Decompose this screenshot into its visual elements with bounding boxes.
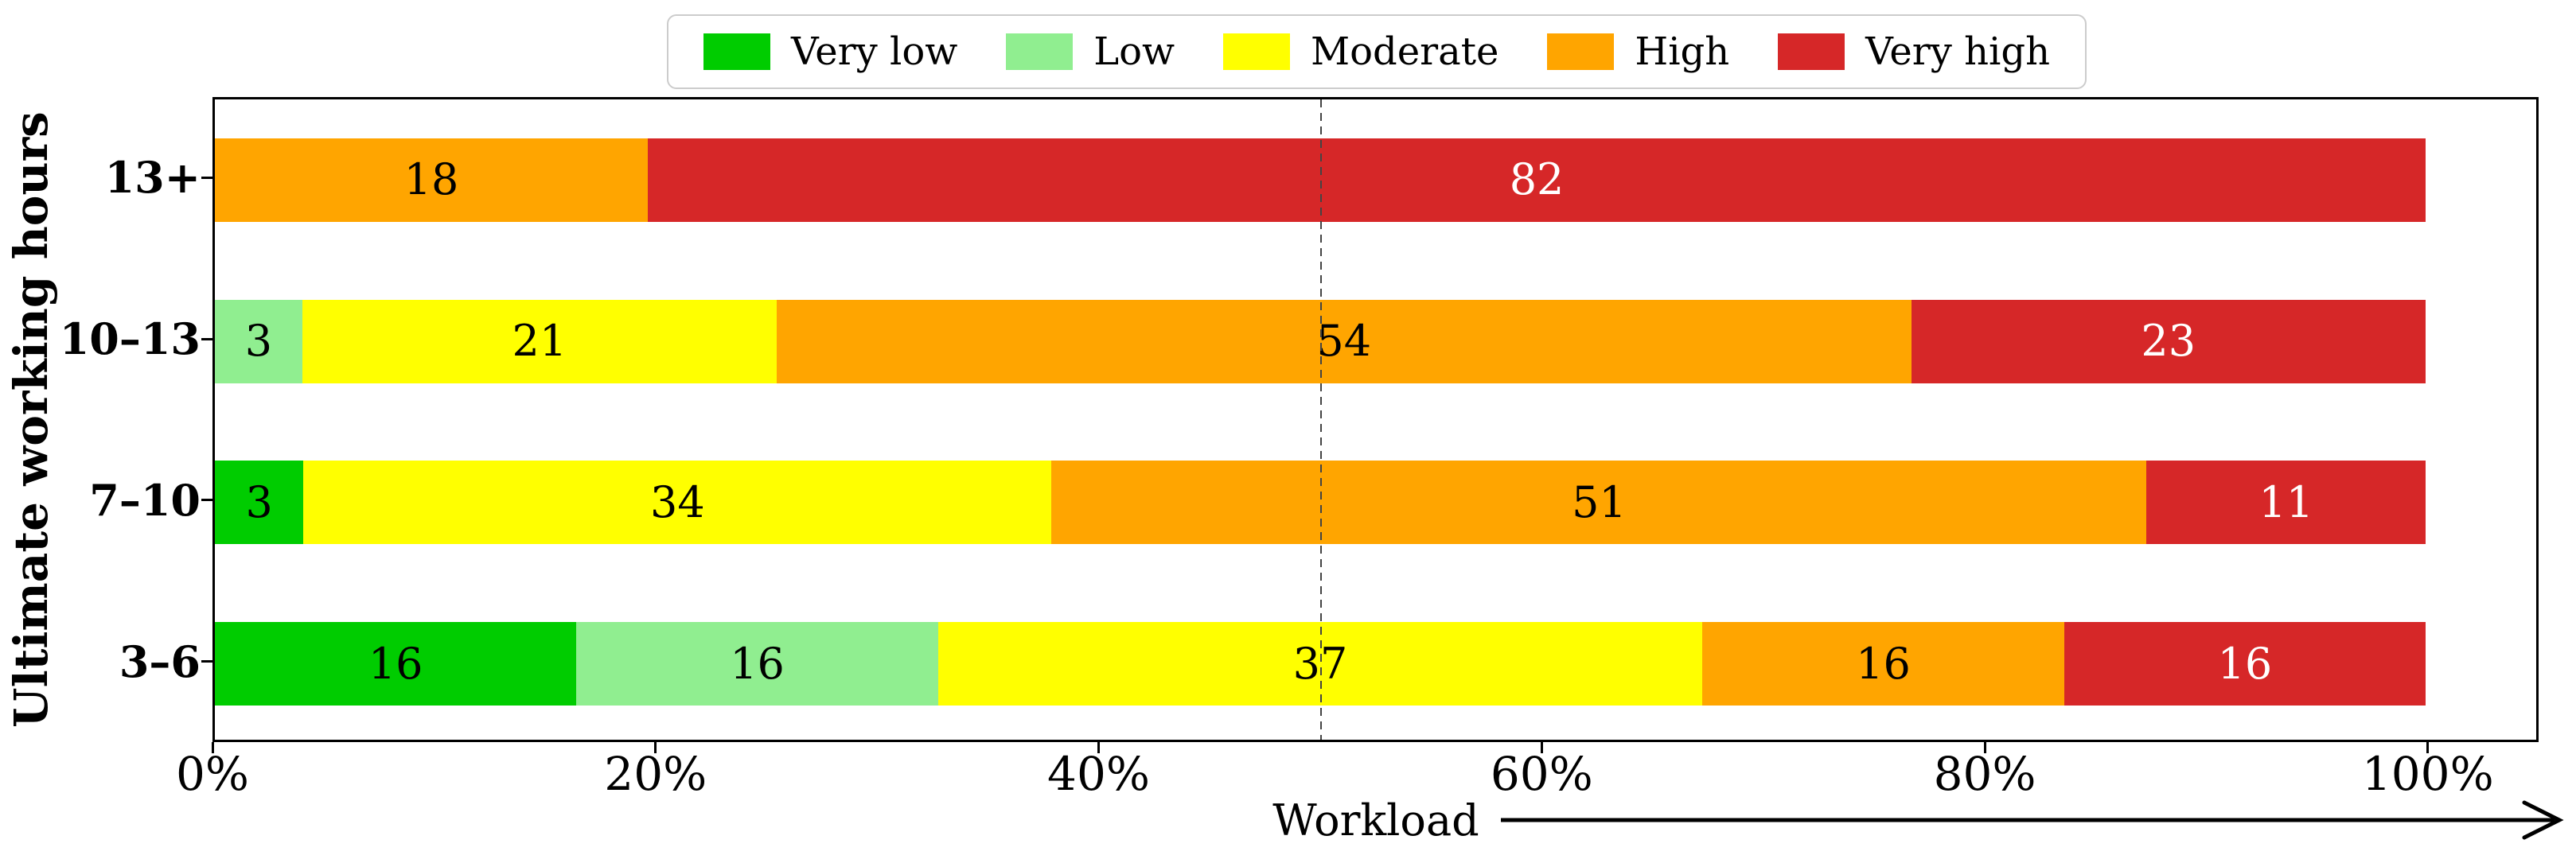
- bar-row-7-10: 3 34 51 11: [215, 461, 2426, 545]
- bar-value-label: 16: [1856, 638, 1911, 689]
- x-tick-label-100-: 100%: [2361, 747, 2494, 801]
- bar-value-label: 16: [730, 638, 785, 689]
- bar-segment-10-13-very-high: 23: [1911, 299, 2426, 383]
- bar-value-label: 23: [2141, 316, 2196, 367]
- x-tick-label-0-: 0%: [175, 747, 250, 801]
- legend-item-high: High: [1547, 33, 1729, 71]
- y-tick-mark: [201, 660, 212, 663]
- bar-segment-13+-high: 18: [215, 138, 649, 222]
- bar-segment-13+-very-high: 82: [648, 138, 2426, 222]
- workload-direction-arrow-icon: [1501, 800, 2564, 840]
- y-tick-label-3-6: 3–6: [119, 636, 201, 687]
- legend-label-low: Low: [1093, 29, 1175, 74]
- bar-segment-7-10-high: 51: [1051, 461, 2147, 545]
- bar-segment-10-13-high: 54: [777, 299, 1912, 383]
- legend-swatch-high-icon: [1547, 33, 1615, 70]
- x-tick-label-20-: 20%: [604, 747, 707, 801]
- bars-container: 18 82 3 21 54 23 3 34 51 11 16 16 37 16 16: [215, 99, 2536, 740]
- x-tick-label-40-: 40%: [1047, 747, 1150, 801]
- bar-segment-7-10-very-high: 11: [2146, 461, 2426, 545]
- y-tick-mark: [201, 176, 212, 179]
- x-tick-mark: [1097, 742, 1101, 753]
- y-tick-label-7-10: 7–10: [89, 474, 201, 526]
- bar-value-label: 3: [245, 476, 273, 527]
- bar-segment-3-6-high: 16: [1702, 622, 2064, 706]
- legend: Very low Low Moderate High Very high: [667, 14, 2087, 89]
- x-tick-mark: [2426, 742, 2430, 753]
- legend-label-moderate: Moderate: [1311, 29, 1499, 74]
- bar-value-label: 16: [2217, 638, 2273, 689]
- y-tick-mark: [201, 337, 212, 340]
- y-tick-label-10-13: 10–13: [59, 313, 201, 365]
- bar-segment-10-13-moderate: 21: [302, 299, 777, 383]
- bar-value-label: 51: [1572, 476, 1627, 527]
- legend-swatch-low-icon: [1006, 33, 1074, 70]
- bar-segment-3-6-low: 16: [576, 622, 938, 706]
- x-axis-title: Workload: [1272, 795, 1479, 846]
- bar-segment-3-6-very-low: 16: [215, 622, 577, 706]
- legend-swatch-very-high-icon: [1778, 33, 1845, 70]
- bar-value-label: 21: [512, 316, 567, 367]
- y-tick-label-13+: 13+: [104, 152, 201, 204]
- bar-value-label: 54: [1316, 316, 1372, 367]
- reference-line-50-percent: [1320, 99, 1323, 740]
- legend-swatch-moderate-icon: [1223, 33, 1290, 70]
- bar-segment-7-10-very-low: 3: [215, 461, 304, 545]
- legend-item-very-low: Very low: [703, 33, 957, 71]
- bar-value-label: 82: [1509, 154, 1565, 205]
- x-tick-mark: [1983, 742, 1986, 753]
- legend-swatch-very-low-icon: [703, 33, 770, 70]
- legend-label-very-high: Very high: [1865, 29, 2050, 74]
- x-tick-mark: [654, 742, 657, 753]
- x-tick-label-60-: 60%: [1490, 747, 1593, 801]
- legend-label-very-low: Very low: [791, 29, 958, 74]
- y-tick-mark: [201, 499, 212, 502]
- legend-item-moderate: Moderate: [1223, 33, 1498, 71]
- bar-value-label: 34: [649, 476, 705, 527]
- legend-label-high: High: [1635, 29, 1730, 74]
- bar-segment-7-10-moderate: 34: [303, 461, 1052, 545]
- bar-value-label: 18: [403, 154, 459, 205]
- bar-value-label: 16: [368, 638, 423, 689]
- x-tick-mark: [211, 742, 214, 753]
- legend-item-low: Low: [1006, 33, 1175, 71]
- plot-area: 18 82 3 21 54 23 3 34 51 11 16 16 37 16 16: [212, 97, 2539, 742]
- bar-row-10-13: 3 21 54 23: [215, 299, 2426, 383]
- bar-row-13+: 18 82: [215, 138, 2426, 222]
- bar-value-label: 11: [2258, 476, 2314, 527]
- legend-item-very-high: Very high: [1778, 33, 2050, 71]
- x-tick-label-80-: 80%: [1933, 747, 2036, 801]
- bar-value-label: 3: [244, 316, 273, 367]
- bar-segment-3-6-very-high: 16: [2064, 622, 2426, 706]
- x-tick-mark: [1540, 742, 1543, 753]
- bar-segment-10-13-low: 3: [215, 299, 302, 383]
